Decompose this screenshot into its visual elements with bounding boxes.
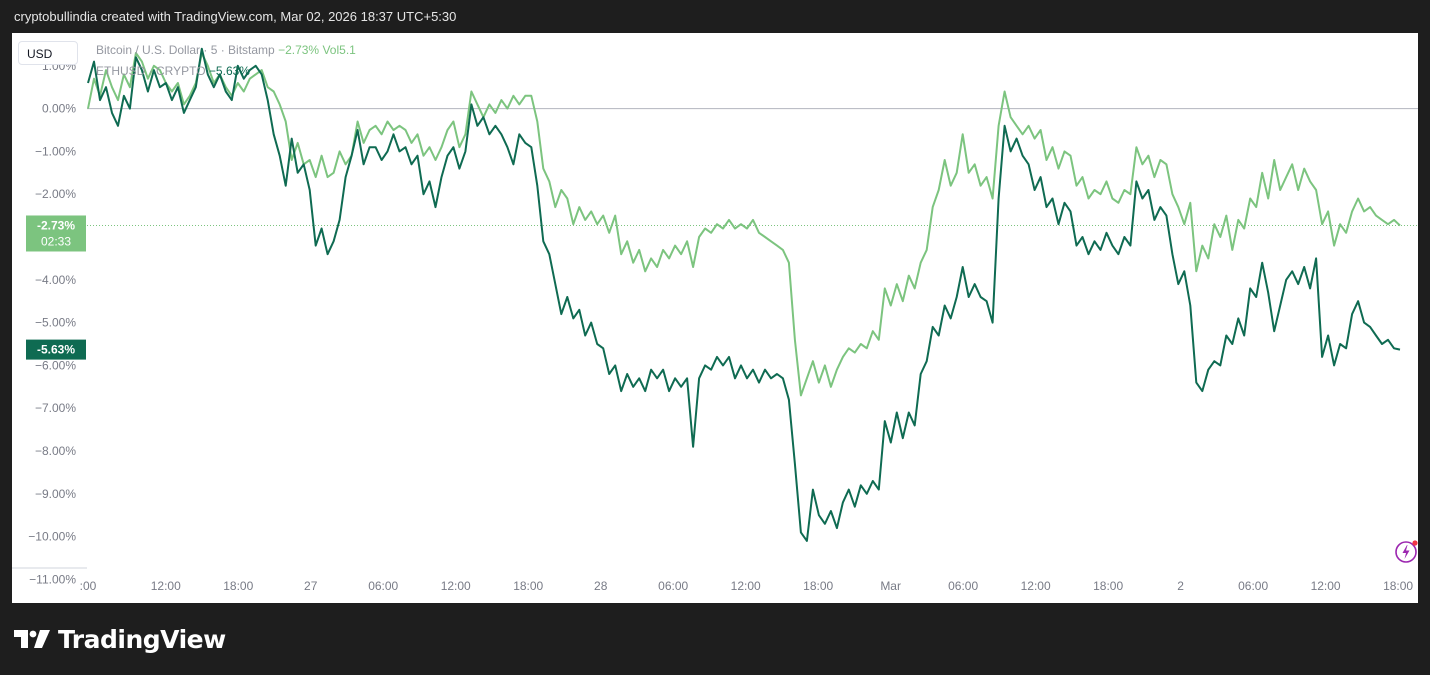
x-tick-label: 18:00	[513, 579, 543, 593]
eth-series-line[interactable]	[87, 47, 1401, 542]
tv-logo-icon	[14, 630, 50, 648]
y-tick-label: −2.00%	[35, 187, 76, 201]
currency-button[interactable]: USD	[18, 41, 78, 65]
x-tick-label: 12:00	[1311, 579, 1341, 593]
x-tick-label: 12:00	[731, 579, 761, 593]
legend-btc-vol-value: 5.1	[339, 43, 356, 57]
y-tick-label: −4.00%	[35, 273, 76, 287]
eth-badge-value: -5.63%	[37, 343, 75, 357]
chart-attribution: cryptobullindia created with TradingView…	[14, 9, 457, 24]
btc-series-line[interactable]	[87, 52, 1401, 397]
x-tick-label: 18:00	[223, 579, 253, 593]
y-tick-label: −10.00%	[28, 530, 76, 544]
x-tick-label: 18:00	[803, 579, 833, 593]
series-layer	[87, 47, 1401, 542]
legend-eth[interactable]: ETHUSD · CRYPTO −5.63%	[96, 64, 250, 78]
chart-frame[interactable]: 1.00% 0.00% −1.00% −2.00% −4.00% −5.00% −6.00%…	[12, 33, 1418, 603]
btc-badge	[26, 215, 86, 252]
y-axis: 1.00%0.00%−1.00%−2.00%−4.00%−5.00%−6.00%…	[12, 59, 87, 586]
x-tick-label: 06:00	[1238, 579, 1268, 593]
y-tick-label: −9.00%	[35, 487, 76, 501]
legend-eth-change: −5.63%	[208, 64, 250, 78]
x-tick-label: 27	[304, 579, 318, 593]
tradingview-logo[interactable]: TradingView	[14, 622, 226, 656]
x-tick-label: 2	[1177, 579, 1184, 593]
y-tick-label: −6.00%	[35, 358, 76, 372]
btc-badge-countdown: 02:33	[41, 234, 71, 248]
x-axis: :00 12:00 18:00 27 06:00 12:00 18:00 28 06:00 12:…	[80, 579, 1414, 593]
y-tick-label: −8.00%	[35, 444, 76, 458]
legend-btc-symbol: Bitcoin / U.S. Dollar · 5 · Bitstamp	[96, 43, 275, 57]
legend-btc-vol-label: Vol	[322, 43, 340, 57]
x-tick-label: 06:00	[368, 579, 398, 593]
price-badges: -2.73% 02:33 -5.63%	[26, 215, 86, 360]
y-tick-label: −5.00%	[35, 316, 76, 330]
x-tick-label: 18:00	[1383, 579, 1413, 593]
x-tick-label: :00	[80, 579, 97, 593]
y-tick-label: 0.00%	[42, 102, 76, 116]
x-tick-label: 28	[594, 579, 608, 593]
x-tick-label: 06:00	[658, 579, 688, 593]
x-tick-label: 12:00	[441, 579, 471, 593]
x-tick-label: 06:00	[948, 579, 978, 593]
legend-eth-symbol: ETHUSD · CRYPTO	[96, 64, 206, 78]
y-tick-label: −11.00%	[29, 572, 76, 586]
legend-btc-change: −2.73%	[278, 43, 320, 57]
x-tick-label: 12:00	[151, 579, 181, 593]
lightning-icon[interactable]	[1394, 538, 1418, 564]
x-tick-label: 12:00	[1021, 579, 1051, 593]
btc-badge-value: -2.73%	[37, 218, 75, 232]
brand-name: TradingView	[58, 624, 226, 654]
y-tick-label: −7.00%	[35, 401, 76, 415]
y-tick-label: −1.00%	[35, 144, 76, 158]
legend-btc[interactable]: Bitcoin / U.S. Dollar · 5 · Bitstamp −2.…	[96, 43, 356, 57]
comparison-chart[interactable]: 1.00%0.00%−1.00%−2.00%−4.00%−5.00%−6.00%…	[12, 33, 1418, 603]
x-tick-label: 18:00	[1093, 579, 1123, 593]
eth-badge	[26, 339, 86, 360]
x-tick-label: Mar	[880, 579, 901, 593]
